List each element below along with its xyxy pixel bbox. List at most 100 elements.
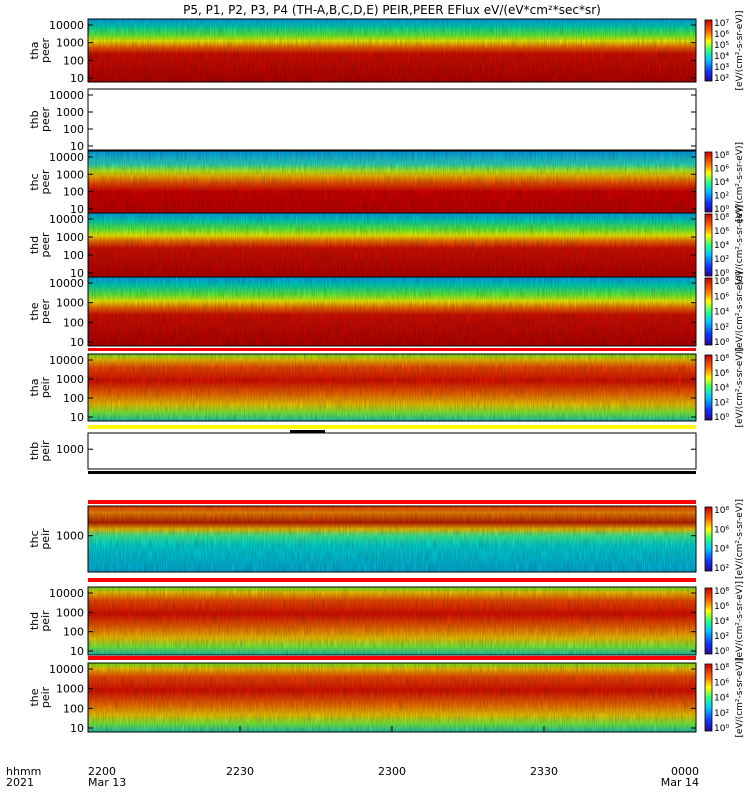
y-tick-label: 10000 (49, 151, 84, 164)
panel-label: peer (39, 299, 52, 325)
panel-frame (87, 353, 697, 422)
colorbar-tick-label: 10⁶ (714, 602, 729, 612)
flag-bar (88, 578, 696, 582)
y-tick-label: 1000 (56, 37, 84, 50)
colorbar-tick-label: 10⁴ (714, 308, 729, 318)
colorbar-tick-label: 10⁸ (714, 213, 729, 223)
panel-label: thd (28, 612, 41, 630)
y-tick-label: 100 (63, 626, 84, 639)
colorbar-tick-label: 10² (714, 709, 729, 719)
colorbar-tick-label: 10⁰ (714, 647, 729, 657)
x-axis-label-line1: hhmm (6, 765, 41, 778)
colorbar-title: [eV/(cm²-s-sr-eV)] (735, 142, 745, 222)
colorbar-title: [eV/(cm²-s-sr-eV)] (735, 657, 745, 737)
panel-label: peer (39, 169, 52, 195)
y-tick-label: 10000 (49, 277, 84, 290)
colorbar-tick-label: 10² (714, 255, 729, 265)
colorbar-title: [eV/(cm²-s-sr-eV)] (735, 581, 745, 661)
colorbar-tick-label: 10⁰ (714, 338, 729, 348)
spectrogram-texture (88, 663, 696, 732)
y-tick-label: 100 (63, 123, 84, 136)
y-tick-label: 1000 (56, 606, 84, 619)
spectrogram-texture (88, 151, 696, 213)
y-tick-label: 10000 (49, 663, 84, 676)
panel-label: tha (28, 378, 41, 396)
colorbar-tick-label: 10⁷ (714, 19, 729, 29)
y-tick-label: 1000 (56, 530, 84, 543)
colorbar-tick-label: 10⁴ (714, 617, 729, 627)
colorbar-tick-label: 10⁶ (714, 227, 729, 237)
y-tick-label: 10 (70, 140, 84, 153)
flag-bar (88, 471, 696, 474)
panel-stack: 10000100010010thapeer10⁷10⁶10⁵10⁴10³10²[… (28, 10, 745, 789)
y-tick-label: 10000 (49, 213, 84, 226)
flag-bar (88, 656, 696, 660)
y-tick-label: 10 (70, 411, 84, 424)
y-tick-label: 100 (63, 316, 84, 329)
spectrogram-texture (88, 354, 696, 421)
y-tick-label: 10 (70, 72, 84, 85)
y-tick-label: 1000 (56, 683, 84, 696)
x-axis-label-line2: 2021 (6, 776, 34, 789)
colorbar (704, 506, 713, 572)
y-tick-label: 100 (63, 249, 84, 262)
colorbar (704, 19, 713, 82)
colorbar-tick-label: 10⁶ (714, 292, 729, 302)
y-tick-label: 10 (70, 267, 84, 280)
panel-label: tha (28, 41, 41, 59)
y-tick-label: 10 (70, 645, 84, 658)
colorbar-tick-label: 10⁴ (714, 52, 729, 62)
y-tick-label: 1000 (56, 106, 84, 119)
colorbar-tick-label: 10⁸ (714, 151, 729, 161)
panel-label: peir (39, 376, 52, 398)
y-tick-label: 10000 (49, 587, 84, 600)
x-tick-sublabel: Mar 13 (88, 776, 126, 789)
panel-label: peir (39, 528, 52, 550)
panel-frame (87, 276, 697, 347)
panel-label: thd (28, 236, 41, 254)
panel-label: peir (39, 686, 52, 708)
colorbar (704, 277, 713, 346)
colorbar-tick-label: 10⁸ (714, 506, 729, 516)
colorbar (704, 213, 713, 277)
panel-label: the (28, 688, 41, 706)
colorbar-title: [eV/(cm²-s-sr-eV)] (735, 347, 745, 427)
x-tick-label: 2200 (88, 765, 116, 778)
y-tick-label: 100 (63, 702, 84, 715)
colorbar-tick-label: 10⁴ (714, 694, 729, 704)
panel-label: thc (28, 530, 41, 547)
panel-label: thc (28, 173, 41, 190)
colorbar-tick-label: 10³ (714, 63, 729, 73)
colorbar-tick-label: 10⁵ (714, 41, 729, 51)
panel-frame (87, 88, 697, 151)
colorbar-tick-label: 10⁸ (714, 354, 729, 364)
panel-label: peir (39, 440, 52, 462)
y-tick-label: 100 (63, 186, 84, 199)
colorbar-tick-label: 10⁴ (714, 241, 729, 251)
x-tick-sublabel: Mar 14 (661, 776, 699, 789)
spectrogram-texture (88, 213, 696, 277)
y-tick-label: 10000 (49, 89, 84, 102)
panel-label: thb (28, 110, 41, 128)
colorbar-tick-label: 10² (714, 323, 729, 333)
spectrogram-texture (88, 277, 696, 346)
x-axis: hhmm 2021 (6, 765, 41, 789)
colorbar-tick-label: 10⁸ (714, 587, 729, 597)
y-tick-label: 1000 (56, 297, 84, 310)
spectrogram-texture (88, 19, 696, 82)
y-tick-label: 1000 (56, 231, 84, 244)
colorbar-tick-label: 10² (714, 192, 729, 202)
colorbar-tick-label: 10⁰ (714, 205, 729, 215)
colorbar-title: [eV/(cm²-s-sr-eV)] (735, 10, 745, 90)
colorbar-tick-label: 10⁰ (714, 269, 729, 279)
panel-frame (87, 586, 697, 656)
colorbar-tick-label: 10⁶ (714, 369, 729, 379)
panel-label: peir (39, 610, 52, 632)
colorbar-tick-label: 10² (714, 632, 729, 642)
